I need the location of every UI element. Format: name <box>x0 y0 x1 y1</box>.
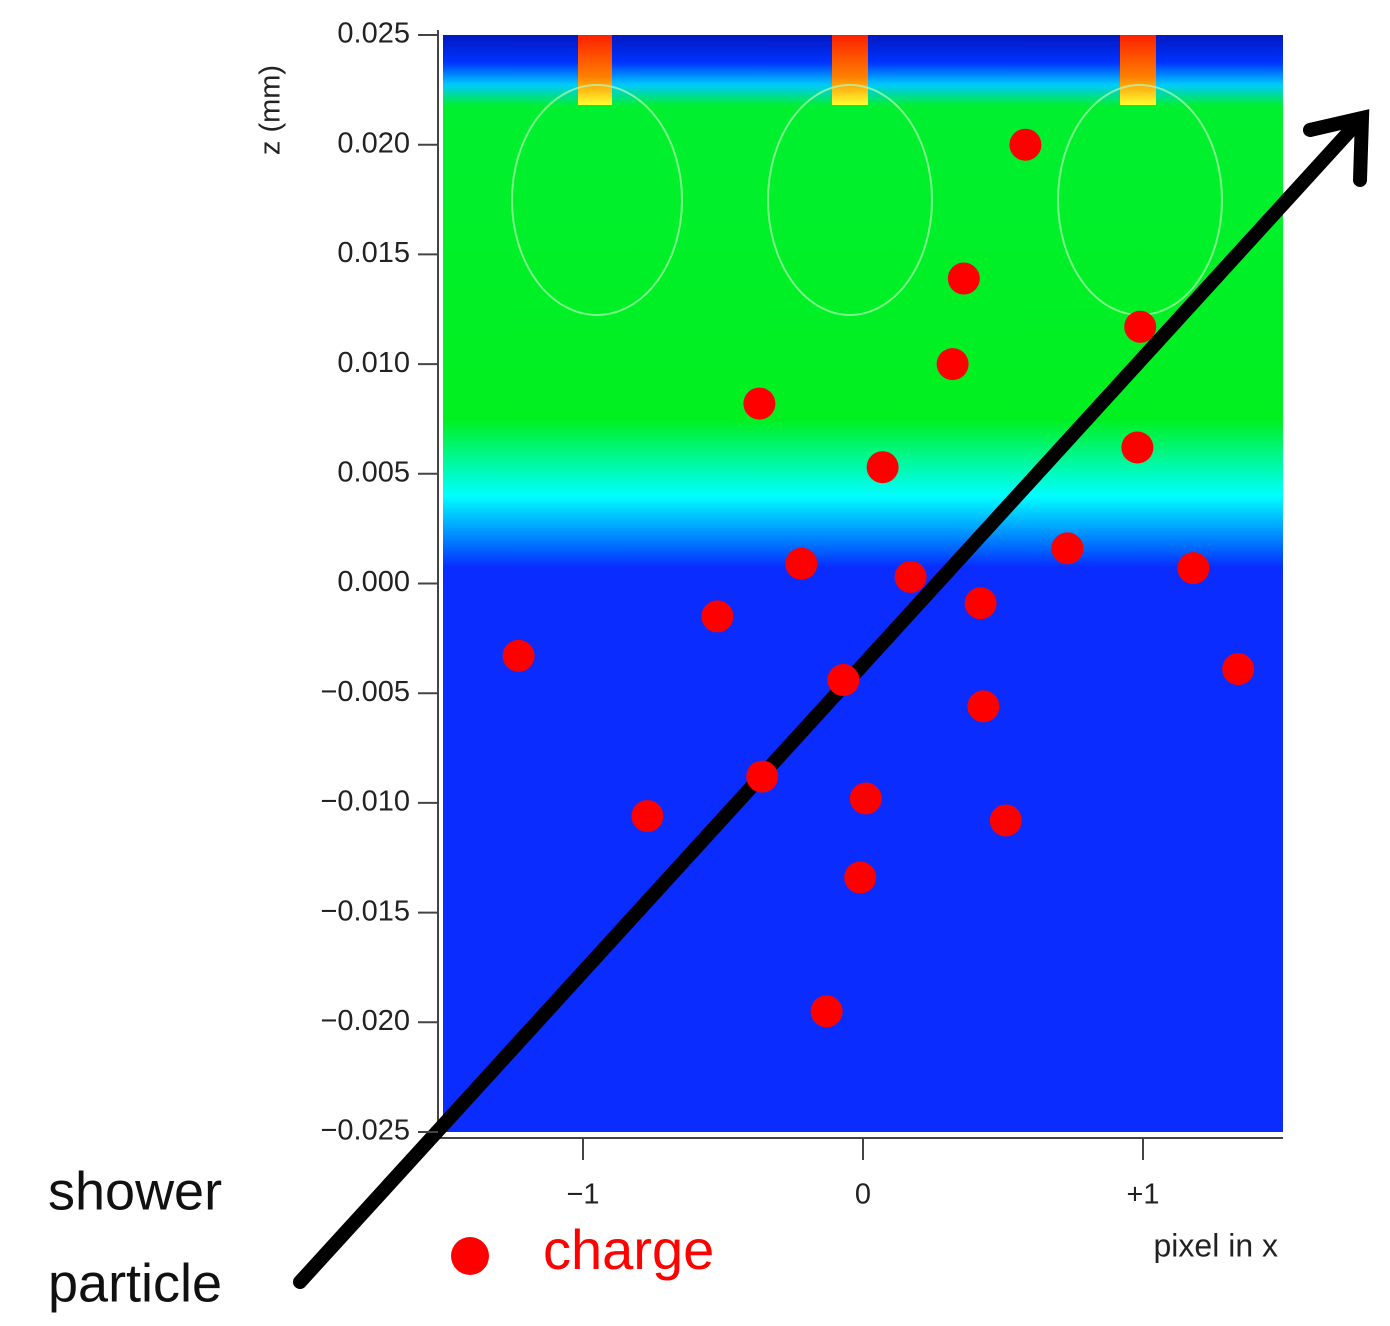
y-tick-label: 0.005 <box>337 456 410 488</box>
y-tick-label: −0.005 <box>320 676 410 708</box>
charge-point <box>866 451 899 484</box>
charge-point <box>1124 310 1157 343</box>
y-tick-label: 0.000 <box>337 566 410 598</box>
charge-point <box>989 804 1022 837</box>
x-tick-label: +1 <box>1126 1179 1159 1211</box>
y-tick-label: 0.025 <box>337 18 410 50</box>
x-axis-label: pixel in x <box>1154 1227 1279 1263</box>
x-tick-label: −1 <box>566 1179 599 1211</box>
charge-point <box>894 560 927 593</box>
charge-point <box>1177 552 1210 585</box>
charge-point <box>947 262 980 295</box>
charge-point <box>631 800 664 833</box>
charge-point <box>849 782 882 815</box>
x-tick-label: 0 <box>855 1179 871 1211</box>
y-axis-label: z (mm) <box>255 65 287 155</box>
annotation: particle <box>48 1253 222 1313</box>
y-tick-label: 0.020 <box>337 127 410 159</box>
y-tick-label: −0.010 <box>320 786 410 818</box>
charge-point <box>785 547 818 580</box>
charge-point <box>701 600 734 633</box>
charge-point <box>1121 431 1154 464</box>
charge-point <box>1009 128 1042 161</box>
charge-point <box>743 387 776 420</box>
y-tick-label: −0.025 <box>320 1115 410 1147</box>
charge-point <box>827 664 860 697</box>
plot-background <box>443 35 1283 1132</box>
legend-label: charge <box>543 1218 714 1281</box>
charge-point <box>1222 653 1255 686</box>
charge-point <box>844 861 877 894</box>
charge-point <box>502 639 535 672</box>
charge-point <box>1051 532 1084 565</box>
legend-marker <box>451 1237 489 1275</box>
y-tick-label: −0.015 <box>320 895 410 927</box>
charge-point <box>746 760 779 793</box>
charge-point <box>810 995 843 1028</box>
annotation: shower <box>48 1161 222 1221</box>
charge-point <box>967 690 1000 723</box>
y-tick-label: −0.020 <box>320 1005 410 1037</box>
charge-point <box>936 348 969 381</box>
charge-point <box>964 587 997 620</box>
particle-arrow <box>293 109 1370 1289</box>
y-tick-label: 0.010 <box>337 347 410 379</box>
y-tick-label: 0.015 <box>337 237 410 269</box>
